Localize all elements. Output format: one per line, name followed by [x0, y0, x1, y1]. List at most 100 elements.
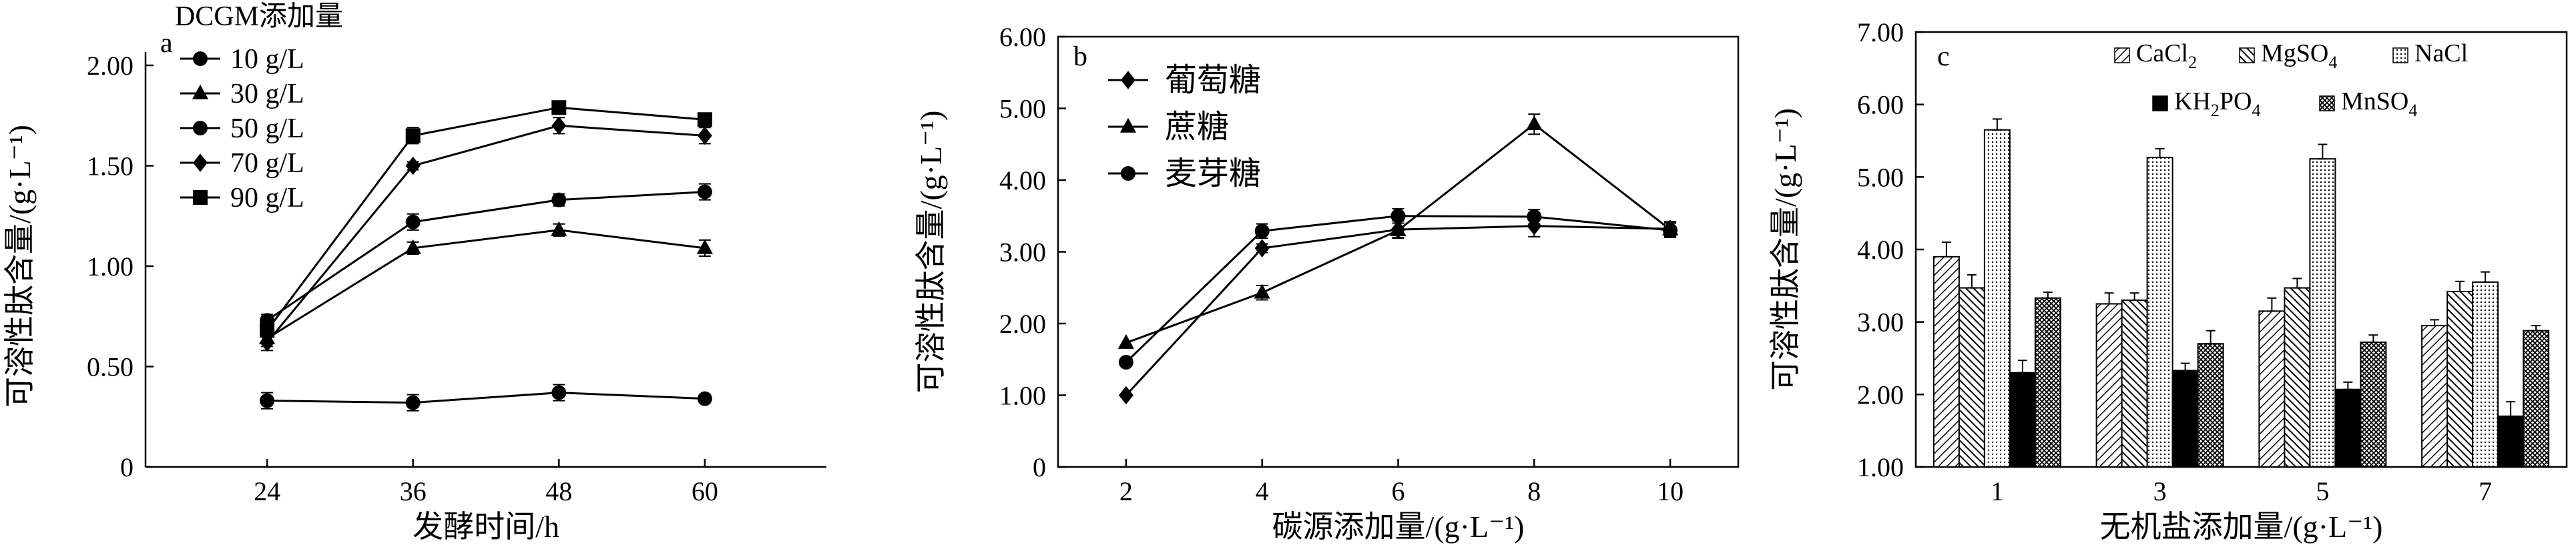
- legend-label: MnSO4: [2341, 87, 2417, 120]
- legend-marker: [193, 121, 208, 135]
- data-point: [1118, 355, 1133, 370]
- bar: [2497, 415, 2525, 468]
- panel-a-legend-entry: 90 g/L: [180, 183, 304, 213]
- panel-c-y-tick-label: 3.00: [1857, 308, 1904, 338]
- legend-label: 70 g/L: [230, 148, 304, 179]
- panel-a-legend-entry: 10 g/L: [180, 44, 304, 75]
- panel-b-x-tick-label: 6: [1392, 476, 1405, 506]
- panel-c-y-tick-label: 7.00: [1857, 17, 1904, 47]
- data-point: [405, 239, 421, 254]
- data-point: [260, 323, 275, 338]
- panel-b-series-0: [1118, 214, 1678, 405]
- panel-a-series-0: [260, 384, 712, 412]
- panel-a-y-tick-label: 1.00: [87, 251, 134, 282]
- data-point: [1118, 386, 1133, 405]
- error-bar: [2368, 334, 2378, 344]
- series-line: [266, 124, 705, 344]
- data-point: [405, 156, 421, 175]
- bar: [2523, 330, 2550, 468]
- data-point: [551, 221, 567, 236]
- error-bar: [2318, 143, 2328, 160]
- panel-b-legend-entry: 蔗糖: [1108, 109, 1229, 145]
- panel-b-x-tick-label: 4: [1256, 476, 1269, 506]
- panel-a-y-tick-label: 0: [120, 452, 134, 482]
- panel-c-y-tick-label: 2.00: [1857, 380, 1904, 410]
- panel-a-y-tick-label: 0.50: [87, 352, 134, 382]
- legend-marker: [192, 84, 209, 99]
- panel-c-y-axis-label: 可溶性肽含量/(g·L⁻¹): [1768, 108, 1802, 391]
- bar: [2197, 343, 2224, 468]
- bar: [2171, 370, 2199, 468]
- panel-a-series-2: [260, 183, 712, 328]
- legend-marker: [193, 190, 208, 205]
- series-line: [266, 106, 705, 332]
- error-bar: [1967, 274, 1977, 289]
- panel-c-y-tick-label: 5.00: [1857, 162, 1904, 192]
- data-point: [1663, 223, 1678, 238]
- panel-a-series-1: [259, 221, 713, 348]
- panel-b-x-tick-label: 2: [1119, 476, 1133, 506]
- panel-c-legend-entry: MnSO4: [2319, 87, 2417, 120]
- panel-a-x-axis-label: 发酵时间/h: [413, 510, 559, 544]
- data-point: [405, 214, 421, 229]
- panel-b-frame: [1057, 35, 1740, 468]
- panel-a-series-4: [260, 100, 712, 338]
- legend-marker: [1121, 71, 1135, 89]
- data-point: [1527, 209, 1542, 224]
- error-bar: [2506, 401, 2516, 417]
- error-bar: [2104, 292, 2114, 305]
- panel-a-x-tick-label: 60: [692, 476, 718, 506]
- panel-c-y-tick-label: 1.00: [1857, 452, 1904, 482]
- error-bar: [1992, 118, 2002, 131]
- data-point: [1390, 221, 1406, 237]
- data-point: [1254, 284, 1270, 299]
- data-point: [405, 128, 421, 143]
- error-bar: [2017, 360, 2027, 374]
- error-bar: [2180, 362, 2190, 372]
- bar: [2121, 300, 2148, 468]
- data-point: [697, 184, 712, 199]
- panel-b-legend-entry: 葡萄糖: [1108, 63, 1261, 98]
- bar: [2309, 158, 2336, 468]
- panel-b-x-axis-label: 碳源添加量/(g·L⁻¹): [1272, 510, 1525, 544]
- data-point: [1117, 334, 1134, 349]
- legend-label: CaCl2: [2136, 39, 2197, 72]
- bar: [1983, 129, 2011, 468]
- data-point: [697, 112, 712, 127]
- data-point: [551, 100, 567, 115]
- panel-b-y-tick-label: 2.00: [999, 309, 1046, 339]
- panel-b-y-tick-label: 6.00: [999, 22, 1046, 52]
- error-bar: [2531, 325, 2541, 332]
- error-bar: [2129, 292, 2139, 302]
- legend-label: MgSO4: [2261, 39, 2337, 72]
- panel-a-x-tick-label: 36: [400, 476, 427, 506]
- legend-marker: [1119, 117, 1137, 133]
- bar: [2258, 310, 2286, 468]
- error-bar: [1941, 241, 1951, 257]
- error-bar: [2292, 278, 2302, 289]
- legend-label: 30 g/L: [230, 79, 304, 109]
- data-point: [696, 239, 713, 254]
- series-line: [266, 191, 705, 322]
- bar: [2421, 325, 2449, 468]
- error-bar: [2043, 292, 2053, 299]
- panel-a-legend-entry: 50 g/L: [180, 113, 304, 144]
- bar: [2284, 287, 2311, 468]
- panel-b-x-tick-label: 8: [1527, 476, 1541, 506]
- data-point: [260, 333, 275, 352]
- panel-b-y-tick-label: 4.00: [999, 165, 1046, 195]
- panel-b-y-tick-label: 5.00: [999, 94, 1046, 124]
- panel-a-letter: a: [160, 28, 173, 59]
- bar: [2095, 303, 2123, 468]
- data-point: [1526, 115, 1543, 130]
- error-bar: [2481, 271, 2491, 283]
- data-point: [551, 116, 567, 135]
- panel-b-y-tick-label: 1.00: [999, 381, 1046, 411]
- panel-a-y-tick-label: 2.00: [87, 51, 134, 81]
- bar: [1958, 287, 1985, 468]
- legend-label: KH2PO4: [2174, 87, 2260, 120]
- data-point: [551, 385, 567, 400]
- panel-b-chart: 0 1.00 2.00 3.00 4.00 5.00 6.00 2 4 6 8 10 碳源添加量/(g·…: [914, 22, 1740, 544]
